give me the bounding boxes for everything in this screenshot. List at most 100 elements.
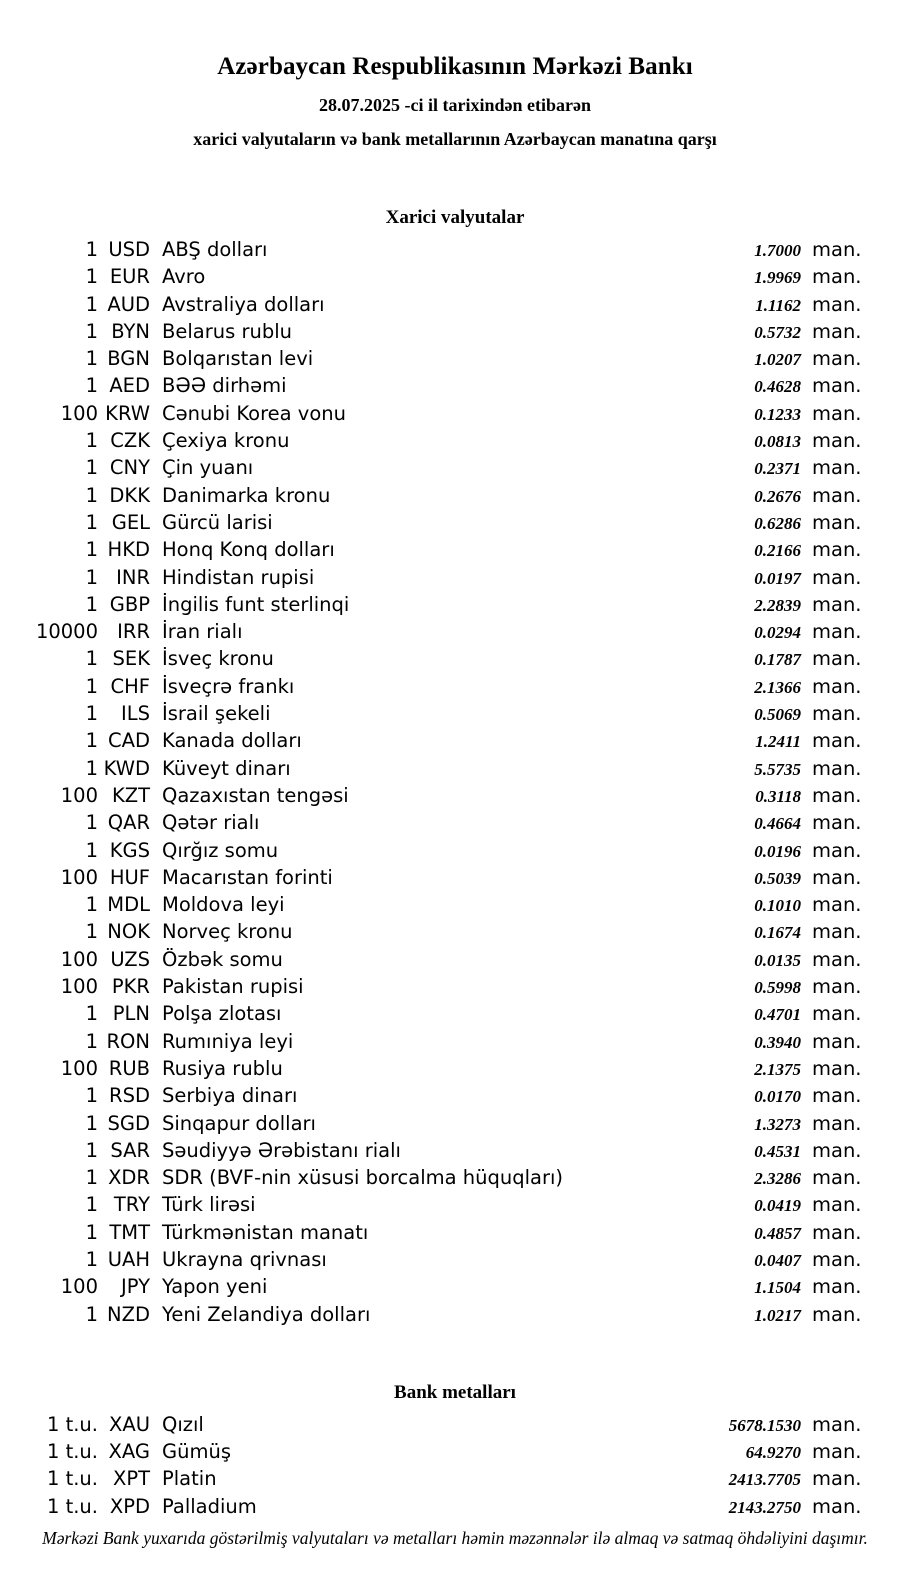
rate-row-amount: 1 xyxy=(85,1193,98,1217)
rate-row-currency-code: NOK xyxy=(107,920,150,944)
rate-row-unit: man. xyxy=(812,401,862,425)
currency-rate-row: 1 AUD Avstraliya dolları 1.1162 man. xyxy=(0,293,910,320)
rate-row-amount: 100 xyxy=(60,783,98,807)
rate-row-value: 0.4628 xyxy=(754,377,801,397)
rate-row-currency-code: CHF xyxy=(110,674,151,698)
rate-row-amount: 1 xyxy=(85,756,98,780)
rate-row-value: 2.3286 xyxy=(754,1169,801,1189)
rate-row-value: 0.4664 xyxy=(754,814,801,834)
rate-row-value: 0.0197 xyxy=(754,568,801,588)
rate-row-unit: man. xyxy=(812,1220,862,1244)
rate-row-value: 0.1674 xyxy=(754,923,801,943)
rate-row-unit: man. xyxy=(812,319,862,343)
rate-row-unit: man. xyxy=(812,947,862,971)
currency-rate-row: 1 INR Hindistan rupisi 0.0197 man. xyxy=(0,566,910,593)
rate-row-value: 0.1010 xyxy=(754,896,801,916)
rate-row-currency-name: Cənubi Korea vonu xyxy=(162,401,346,425)
rate-row-unit: man. xyxy=(812,920,862,944)
rate-row-value: 0.0294 xyxy=(754,623,801,643)
rate-row-unit: man. xyxy=(812,1275,862,1299)
rate-row-unit: man. xyxy=(812,1166,862,1190)
currency-rate-row: 1 BYN Belarus rublu 0.5732 man. xyxy=(0,320,910,347)
rate-row-value: 5.5735 xyxy=(754,759,801,779)
rate-row-value: 0.6286 xyxy=(754,513,801,533)
rate-row-currency-name: Danimarka kronu xyxy=(162,483,331,507)
rate-row-currency-name: Çin yuanı xyxy=(162,456,254,480)
rate-row-currency-name: Hindistan rupisi xyxy=(162,565,315,589)
rate-row-amount: 1 xyxy=(85,893,98,917)
currency-rate-row: 1 CHF İsveçrə frankı 2.1366 man. xyxy=(0,675,910,702)
rate-row-amount: 100 xyxy=(60,975,98,999)
rate-row-unit: man. xyxy=(812,674,862,698)
rate-row-value: 0.4857 xyxy=(754,1223,801,1243)
rate-row-currency-code: XDR xyxy=(108,1166,150,1190)
rate-row-value: 0.0813 xyxy=(754,432,801,452)
currency-rate-row: 1 TRY Türk lirəsi 0.0419 man. xyxy=(0,1193,910,1220)
rate-row-unit: man. xyxy=(812,429,862,453)
rate-row-currency-name: Qətər rialı xyxy=(162,811,260,835)
rate-row-unit: man. xyxy=(812,565,862,589)
rate-row-unit: man. xyxy=(812,265,862,289)
rate-row-currency-code: TRY xyxy=(113,1193,150,1217)
currency-rate-row: 1 MDL Moldova leyi 0.1010 man. xyxy=(0,893,910,920)
rate-row-currency-name: İsveç kronu xyxy=(162,647,274,671)
rate-row-amount: 1 xyxy=(85,456,98,480)
rate-row-value: 1.7000 xyxy=(754,241,801,260)
currency-rate-row: 1 CNY Çin yuanı 0.2371 man. xyxy=(0,456,910,483)
rate-row-value: 1.0207 xyxy=(754,350,801,370)
rate-row-currency-name: Honq Konq dolları xyxy=(162,538,335,562)
rate-row-value: 0.5998 xyxy=(754,978,801,998)
rate-row-value: 1.0217 xyxy=(754,1305,801,1325)
rate-row-currency-name: Qızıl xyxy=(162,1412,204,1436)
rate-row-unit: man. xyxy=(812,838,862,862)
metal-rate-row: 1 t.u. XAU Qızıl 5678.1530 man. xyxy=(0,1413,910,1440)
rate-row-amount: 1 xyxy=(85,1138,98,1162)
rate-row-currency-name: Bolqarıstan levi xyxy=(162,347,314,371)
rate-row-unit: man. xyxy=(812,347,862,371)
currency-rate-row: 1 BGN Bolqarıstan levi 1.0207 man. xyxy=(0,347,910,374)
rate-row-amount: 1 xyxy=(85,238,98,261)
bank-metals-table: 1 t.u. XAU Qızıl 5678.1530 man. 1 t.u. XAG Gümü… xyxy=(0,1413,910,1522)
document-header: Azərbaycan Respublikasının Mərkəzi Bankı… xyxy=(0,0,910,150)
currency-rate-row: 1 SEK İsveç kronu 0.1787 man. xyxy=(0,647,910,674)
disclaimer-note: Mərkəzi Bank yuxarıda göstərilmiş valyut… xyxy=(42,1528,868,1548)
rate-row-currency-name: Rumıniya leyi xyxy=(162,1029,294,1053)
rate-row-unit: man. xyxy=(812,483,862,507)
rate-row-currency-code: KRW xyxy=(105,401,150,425)
rate-row-currency-code: MDL xyxy=(107,893,150,917)
currency-rate-row: 100 KRW Cənubi Korea vonu 0.1233 man. xyxy=(0,402,910,429)
rate-row-unit: man. xyxy=(812,1302,862,1326)
rate-row-amount: 1 xyxy=(85,702,98,726)
rate-row-unit: man. xyxy=(812,1412,862,1436)
rate-row-currency-code: BYN xyxy=(111,319,150,343)
rate-row-currency-name: Yapon yeni xyxy=(162,1275,268,1299)
rate-row-unit: man. xyxy=(812,1494,862,1518)
rate-row-currency-code: KZT xyxy=(111,783,150,807)
rate-row-value: 2.2839 xyxy=(754,595,801,615)
currency-rate-row: 1 UAH Ukrayna qrivnası 0.0407 man. xyxy=(0,1248,910,1275)
currency-rate-row: 1 KWD Küveyt dinarı 5.5735 man. xyxy=(0,757,910,784)
currency-rate-row: 1 PLN Polşa zlotası 0.4701 man. xyxy=(0,1002,910,1029)
rate-row-currency-name: Sinqapur dolları xyxy=(162,1111,316,1135)
rate-row-currency-name: ABŞ dolları xyxy=(162,238,268,261)
rate-row-unit: man. xyxy=(812,238,862,261)
rate-row-amount: 1 xyxy=(85,592,98,616)
rate-row-currency-name: Özbək somu xyxy=(162,947,283,971)
rate-row-unit: man. xyxy=(812,1029,862,1053)
rate-row-currency-code: XAU xyxy=(109,1412,150,1436)
rate-row-unit: man. xyxy=(812,783,862,807)
currency-rate-row: 1 EUR Avro 1.9969 man. xyxy=(0,265,910,292)
rate-row-amount: 1 xyxy=(85,1002,98,1026)
rate-row-unit: man. xyxy=(812,1002,862,1026)
rate-row-value: 0.0170 xyxy=(754,1087,801,1107)
metal-rate-row: 1 t.u. XPT Platin 2413.7705 man. xyxy=(0,1467,910,1494)
rate-row-currency-name: Qırğız somu xyxy=(162,838,279,862)
currency-rate-row: 100 UZS Özbək somu 0.0135 man. xyxy=(0,948,910,975)
rate-row-currency-code: UAH xyxy=(107,1247,150,1271)
rate-row-value: 0.1787 xyxy=(754,650,801,670)
currency-rate-row: 1 HKD Honq Konq dolları 0.2166 man. xyxy=(0,538,910,565)
rate-row-currency-code: XPD xyxy=(109,1494,150,1518)
rate-row-currency-name: Moldova leyi xyxy=(162,893,285,917)
currency-rate-row: 1 DKK Danimarka kronu 0.2676 man. xyxy=(0,484,910,511)
rate-row-amount: 100 xyxy=(60,865,98,889)
